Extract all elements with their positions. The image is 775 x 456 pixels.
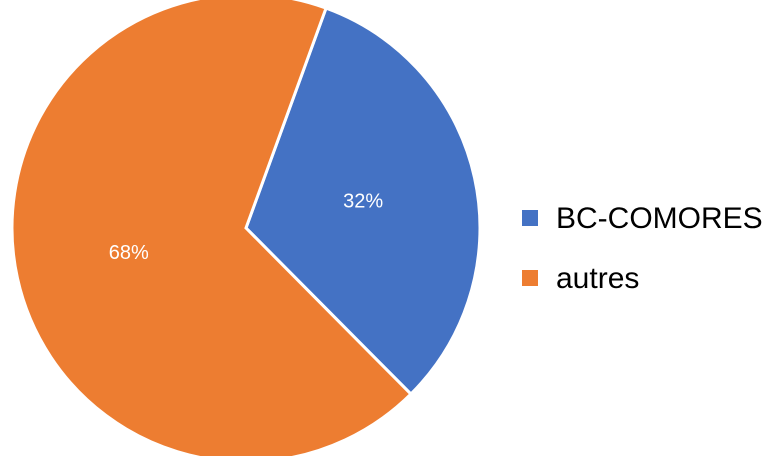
data-label: 68% — [109, 242, 149, 264]
pie-slice — [10, 0, 414, 456]
legend-swatch — [522, 210, 538, 226]
legend-label: BC-COMORES — [556, 202, 763, 235]
data-label: 32% — [343, 191, 383, 213]
pie-slice — [244, 6, 482, 397]
legend-label: autres — [556, 262, 639, 295]
legend-swatch — [522, 270, 538, 286]
